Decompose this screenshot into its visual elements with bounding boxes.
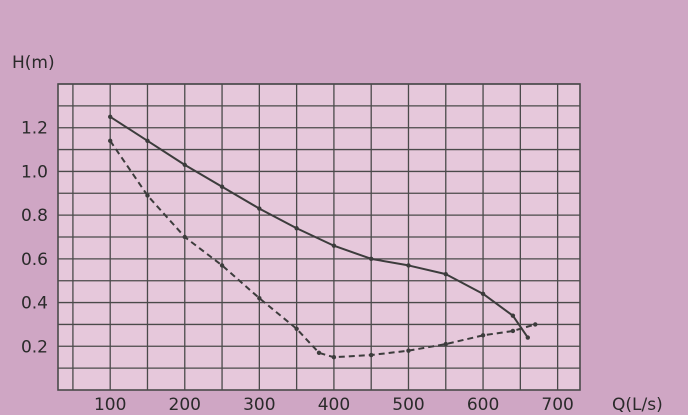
series-1-point (182, 162, 187, 168)
series-2-point (406, 348, 411, 353)
x-tick-label: 600 (467, 395, 499, 415)
series-1-point (525, 335, 530, 340)
y-axis-label: H(m) (12, 53, 55, 73)
series-1-point (510, 313, 516, 318)
y-tick-label: 0.4 (21, 294, 48, 314)
series-layer (108, 114, 538, 360)
series-1-point (406, 263, 411, 268)
series-2-point (145, 193, 150, 198)
series-1-point (219, 184, 225, 189)
series-2-point (316, 350, 322, 356)
series-1-point (145, 138, 150, 144)
series-1-point (443, 271, 448, 277)
x-tick-label: 700 (541, 395, 573, 415)
series-2-point (533, 322, 538, 327)
x-tick-label: 300 (243, 395, 275, 415)
x-tick-label: 100 (94, 395, 126, 415)
y-tick-label: 0.6 (21, 250, 48, 270)
tick-labels: 100 200 300 400 500 600 700 0.2 0.4 0.6 0.8 1.0 1.2 (21, 119, 574, 415)
series-2-point (510, 328, 516, 334)
series-1-point (480, 291, 486, 297)
y-tick-label: 1.0 (21, 162, 48, 182)
y-tick-label: 0.2 (21, 337, 48, 357)
series-2-point (294, 326, 299, 331)
series-2-point (219, 263, 225, 268)
series-1-point (294, 226, 299, 231)
series-1-point (331, 243, 337, 248)
x-tick-label: 400 (318, 395, 350, 415)
y-tick-label: 1.2 (21, 119, 48, 139)
y-tick-label: 0.8 (21, 206, 48, 226)
series-2-point (182, 234, 187, 240)
series-1-point (369, 256, 374, 262)
series-2-point (331, 355, 337, 360)
plot-frame (57, 83, 581, 391)
x-tick-label: 200 (169, 395, 201, 415)
series-2-point (443, 341, 448, 347)
series-1-point (108, 114, 113, 119)
series-1-point (257, 206, 262, 211)
series-2-point (369, 352, 374, 358)
x-tick-label: 500 (392, 395, 424, 415)
series-2-point (257, 296, 262, 301)
series-2-point (480, 333, 486, 338)
x-axis-label: Q(L/s) (612, 395, 663, 415)
series-2-point (108, 138, 113, 144)
grid (57, 83, 581, 391)
